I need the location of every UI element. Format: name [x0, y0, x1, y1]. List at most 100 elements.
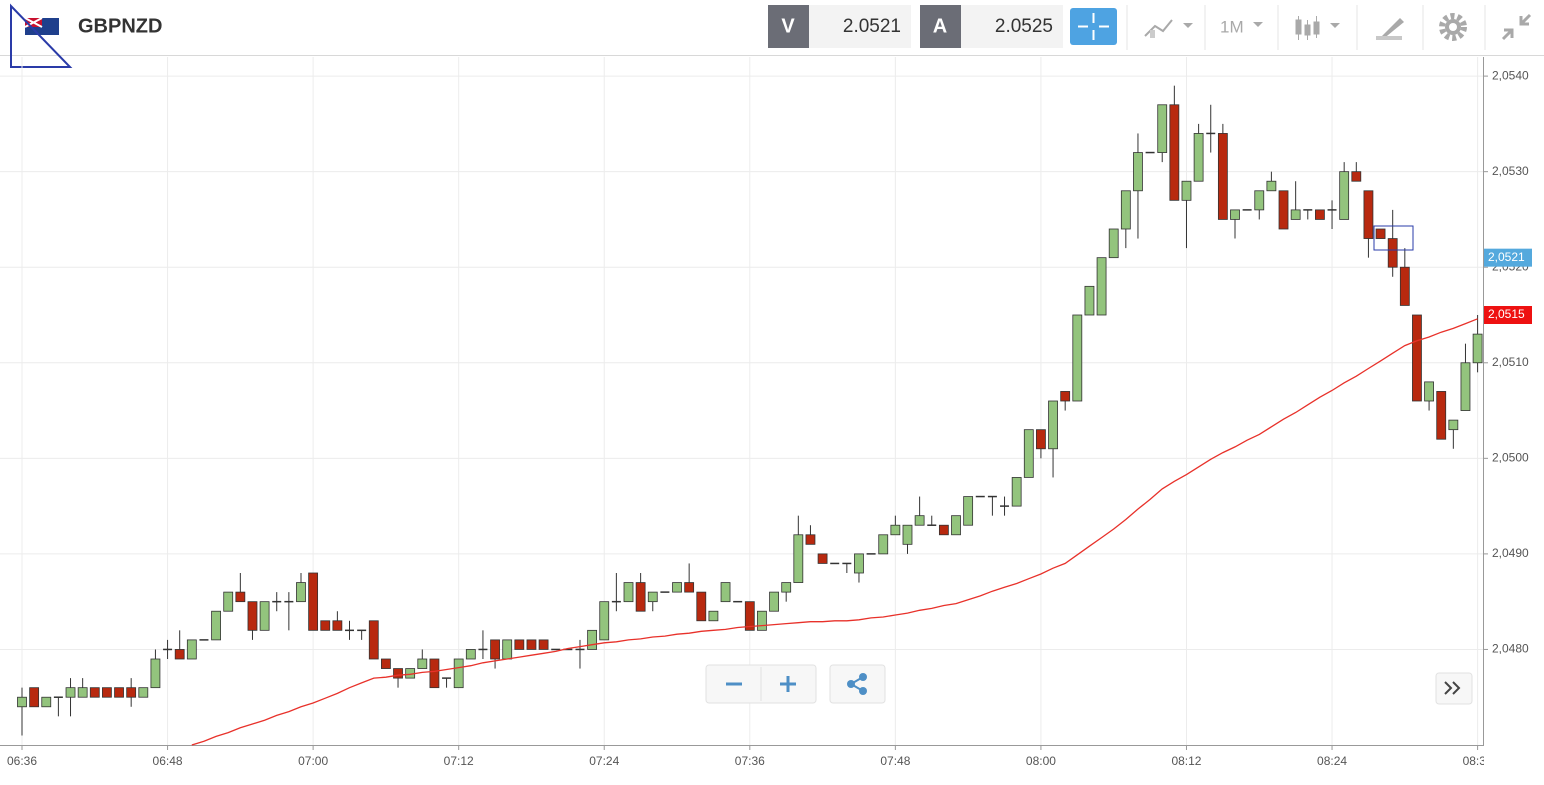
candle-down — [126, 687, 137, 698]
candle-down — [1412, 314, 1422, 402]
candle-down — [538, 639, 549, 650]
candle-down — [308, 572, 319, 631]
candle-up — [599, 601, 610, 641]
candle-up — [708, 610, 719, 622]
candle-up — [963, 496, 974, 526]
price-marker-label: 2,0515 — [1488, 307, 1525, 321]
timeframe-caret — [1253, 22, 1263, 27]
candle-down — [817, 553, 828, 564]
candle-up — [1096, 257, 1107, 316]
candle-down — [1217, 133, 1228, 220]
y-tick-label: 2,0480 — [1492, 642, 1529, 656]
candle-down — [490, 639, 500, 660]
candle-down — [696, 591, 707, 622]
candle-down — [805, 534, 816, 545]
candle-up — [769, 591, 779, 612]
candle-up — [211, 610, 221, 641]
candle-up — [1084, 285, 1095, 316]
timeframe[interactable]: 1M — [1220, 17, 1244, 36]
candle-up — [1448, 419, 1459, 431]
candle-up — [1339, 171, 1350, 220]
bid-box — [809, 5, 911, 48]
candle-up — [1230, 209, 1240, 220]
candle-up — [672, 582, 682, 593]
chart-type-button[interactable] — [1144, 19, 1193, 38]
x-tick-label: 08:36 — [1463, 754, 1493, 768]
candle-down — [1375, 228, 1386, 239]
candle-down — [1387, 238, 1398, 268]
x-tick-label: 06:48 — [153, 754, 183, 768]
y-tick-label: 2,0490 — [1492, 546, 1529, 560]
candle-up — [1011, 477, 1022, 507]
bid-button[interactable] — [768, 5, 809, 48]
candle-down — [635, 582, 646, 612]
candle-down — [393, 668, 403, 679]
candle-up — [1424, 381, 1434, 402]
candle-up — [1254, 190, 1265, 211]
zoom-in-button[interactable] — [780, 676, 796, 692]
candle-up — [259, 601, 270, 631]
candle-down — [174, 649, 185, 660]
candle-up — [1108, 228, 1119, 259]
zoom-controls — [705, 664, 886, 704]
ask-button[interactable] — [920, 5, 961, 48]
candle-down — [102, 687, 112, 698]
y-tick-label: 2,0500 — [1492, 451, 1529, 465]
plot-area — [17, 85, 1483, 746]
candle-down — [938, 524, 949, 536]
toolbar-separators — [1126, 5, 1486, 50]
candle-down — [320, 620, 331, 631]
collapse-button[interactable] — [1501, 13, 1532, 41]
candle-up — [1181, 180, 1192, 201]
candle-down — [380, 658, 391, 669]
y-tick-label: 2,0510 — [1492, 355, 1529, 369]
candle-up — [1472, 333, 1483, 364]
ask-price: 2.0525 — [995, 16, 1053, 37]
candle-down — [1315, 209, 1325, 220]
candle-up — [854, 553, 864, 574]
candle-up — [465, 649, 476, 660]
candle-up — [1157, 104, 1168, 153]
candle-up — [1290, 209, 1301, 220]
scroll-end-button[interactable] — [1435, 672, 1473, 705]
candle-up — [41, 696, 52, 708]
price-marker — [1484, 306, 1532, 324]
candle-down — [89, 687, 100, 698]
crosshair-button[interactable] — [1070, 8, 1117, 45]
bid-price: 2.0521 — [843, 16, 901, 37]
candle-down — [247, 601, 258, 631]
candle-up — [417, 658, 428, 669]
candle-up — [914, 515, 925, 526]
candle-up — [1120, 190, 1131, 230]
candle-down — [514, 639, 525, 650]
grid — [0, 57, 1488, 750]
candle-up — [757, 610, 767, 631]
candle-down — [29, 687, 40, 708]
candle-style-button[interactable] — [1295, 16, 1340, 40]
candle-up — [65, 687, 76, 698]
candle-down — [235, 591, 246, 603]
candle-up — [1193, 133, 1204, 182]
settings-button[interactable] — [1439, 13, 1467, 41]
candle-down — [1036, 429, 1046, 450]
x-tick-label: 06:36 — [7, 754, 37, 768]
candle-up — [453, 658, 464, 689]
candle-up — [793, 534, 804, 583]
moving-average-line — [191, 318, 1478, 746]
x-tick-label: 08:00 — [1026, 754, 1056, 768]
candle-down — [1060, 391, 1071, 402]
candle-down — [1363, 190, 1374, 239]
candle-up — [296, 582, 306, 603]
candle-up — [781, 582, 792, 593]
candle-up — [623, 582, 634, 603]
symbol: GBPNZD — [78, 15, 162, 37]
candle-up — [890, 524, 901, 536]
x-tick-label: 07:36 — [735, 754, 765, 768]
candle-up — [150, 658, 161, 689]
share-button[interactable] — [829, 664, 886, 704]
x-labels: 06:36 06:48 07:00 07:12 07:24 07:36 07:48 08:00… — [7, 754, 1493, 768]
x-tick-label: 08:12 — [1171, 754, 1201, 768]
candle-up — [1133, 152, 1143, 192]
draw-tool-button[interactable] — [1376, 18, 1404, 40]
